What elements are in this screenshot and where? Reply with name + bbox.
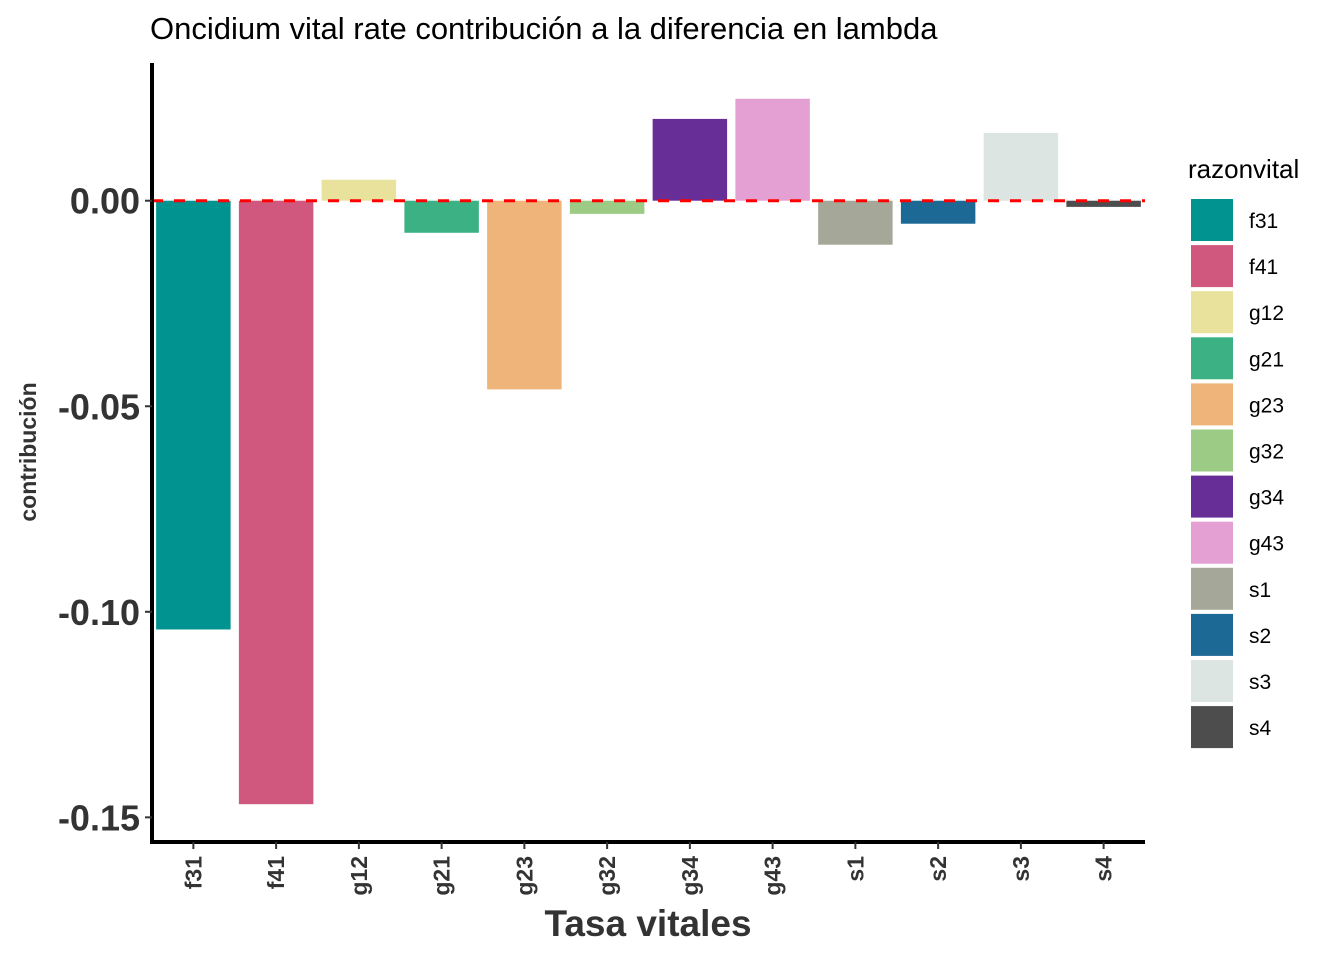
x-tick-label: g32 [594,856,620,896]
bar-g12 [321,179,397,201]
bar-g21 [404,200,479,233]
legend-title: razonvital [1188,154,1299,184]
legend-label-g32: g32 [1249,441,1284,464]
x-tick-label: g34 [677,856,703,896]
bar-f41 [238,200,314,805]
legend-swatch-s1 [1191,567,1233,610]
legend-label-g21: g21 [1249,348,1284,371]
bar-g32 [569,200,645,214]
legend-swatch-g34 [1191,475,1233,518]
bar-s2 [900,200,976,224]
legend: razonvital f31 f41 g12 g21 g23 g32 g34 g43 s1 s2 s… [1188,154,1299,749]
legend-label-s2: s2 [1249,625,1271,648]
bar-g23 [487,200,562,390]
legend-label-s3: s3 [1249,671,1271,694]
bar-f31 [156,200,231,630]
legend-label-s1: s1 [1249,579,1271,602]
axes-group [150,63,1145,844]
legend-label-g43: g43 [1249,533,1284,556]
legend-label-f31: f31 [1249,210,1278,233]
legend-swatch-g43 [1191,521,1233,564]
bar-g43 [735,98,810,201]
x-tick-label: s3 [1008,856,1034,882]
x-tick-label: g12 [346,856,372,896]
x-tick-label: g23 [511,856,537,896]
x-tick-label: g21 [429,856,455,896]
legend-label-s4: s4 [1249,717,1272,740]
bar-s1 [818,200,893,245]
legend-label-g12: g12 [1249,302,1284,325]
x-axis-label: Tasa vitales [544,903,751,944]
x-tick-label: s4 [1091,856,1117,882]
legend-label-f41: f41 [1249,256,1278,279]
legend-swatch-g21 [1191,337,1233,380]
legend-swatch-f41 [1191,245,1233,288]
x-tick-label: s2 [925,856,951,882]
legend-swatch-s2 [1191,613,1233,656]
legend-swatch-g32 [1191,429,1233,472]
legend-swatch-f31 [1191,199,1233,241]
y-axis-label: contribución [15,382,41,521]
legend-swatch-s4 [1191,706,1233,749]
x-tick-label: g43 [760,856,786,896]
y-tick-label: -0.15 [58,797,140,838]
chart-title: Oncidium vital rate contribución a la di… [150,11,938,46]
y-ticks-group: 0.00 -0.05 -0.10 -0.15 [58,181,152,838]
y-tick-label: 0.00 [70,181,140,222]
legend-label-g23: g23 [1249,394,1284,417]
x-tick-label: s1 [842,856,868,882]
legend-label-g34: g34 [1249,487,1284,510]
x-tick-label: f31 [180,856,206,889]
x-ticks-group: f31 f41 g12 g21 g23 g32 g34 g43 s1 s2 s3 s4 [180,842,1117,896]
y-tick-label: -0.05 [58,386,140,427]
bar-s3 [983,132,1059,201]
x-tick-label: f41 [263,856,289,889]
legend-swatch-g12 [1191,291,1233,334]
legend-swatch-g23 [1191,383,1233,426]
bars-group [156,98,1141,805]
legend-swatch-s3 [1191,660,1233,702]
bar-s4 [1066,200,1141,207]
bar-g34 [652,118,728,201]
y-tick-label: -0.10 [58,592,140,633]
